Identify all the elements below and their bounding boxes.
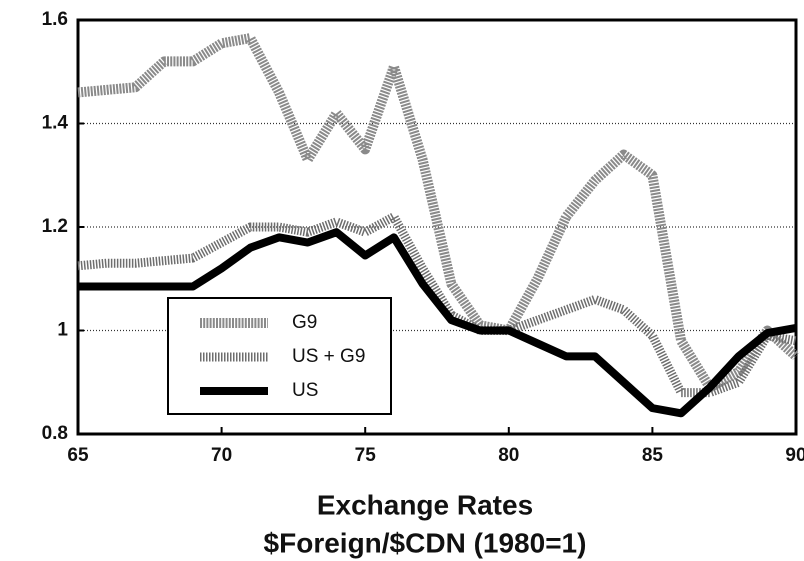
legend-label: US + G9	[292, 346, 365, 367]
y-tick-label: 1.2	[42, 216, 68, 237]
y-tick-label: 1.4	[42, 113, 69, 134]
y-tick-label: 1	[57, 320, 68, 341]
y-tick-label: 0.8	[42, 423, 68, 444]
chart-subtitle: $Foreign/$CDN (1980=1)	[264, 527, 587, 558]
series-line	[77, 33, 800, 393]
x-tick-label: 85	[642, 445, 664, 466]
legend-label: US	[292, 380, 318, 401]
x-tick-label: 80	[498, 445, 519, 466]
chart-title: Exchange Rates	[317, 489, 533, 520]
series-line	[77, 212, 797, 398]
x-tick-label: 90	[785, 445, 804, 466]
series-line	[78, 228, 797, 418]
x-tick-label: 75	[355, 445, 377, 466]
y-tick-label: 1.6	[42, 9, 68, 30]
x-tick-label: 65	[67, 445, 89, 466]
legend-label: G9	[292, 312, 317, 333]
x-tick-label: 70	[211, 445, 232, 466]
plot-frame	[76, 18, 798, 436]
